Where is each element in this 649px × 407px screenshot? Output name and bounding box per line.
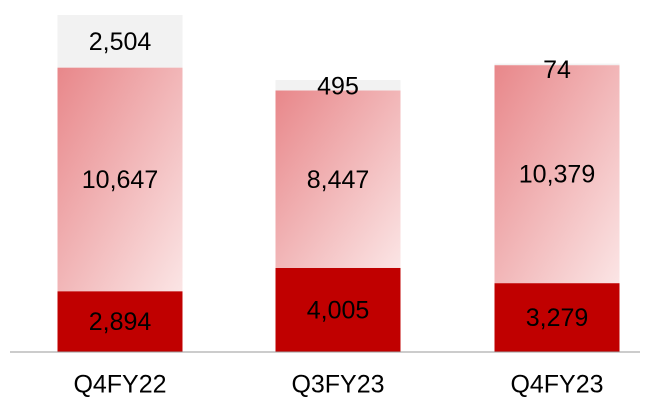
x-tick-label: Q4FY23 — [510, 371, 603, 399]
data-label: 74 — [543, 56, 571, 84]
x-tick-label: Q3FY23 — [291, 371, 384, 399]
bar-segment — [275, 80, 401, 91]
bar-segment — [494, 63, 620, 66]
data-label: 10,647 — [82, 166, 158, 194]
bar-segment — [57, 67, 183, 292]
data-label: 2,504 — [89, 28, 152, 56]
data-label: 8,447 — [307, 166, 370, 194]
bar-segment — [275, 90, 401, 268]
data-label: 4,005 — [307, 297, 370, 325]
bar-segment — [57, 15, 183, 68]
bar-segment — [494, 283, 620, 352]
data-label: 3,279 — [526, 304, 589, 332]
data-label: 10,379 — [519, 161, 595, 189]
data-label: 495 — [317, 73, 359, 101]
bar-segment — [275, 267, 401, 352]
bar-segment — [494, 65, 620, 284]
x-tick-label: Q4FY22 — [73, 371, 166, 399]
data-label: 2,894 — [89, 308, 152, 336]
bar-segment — [57, 291, 183, 352]
